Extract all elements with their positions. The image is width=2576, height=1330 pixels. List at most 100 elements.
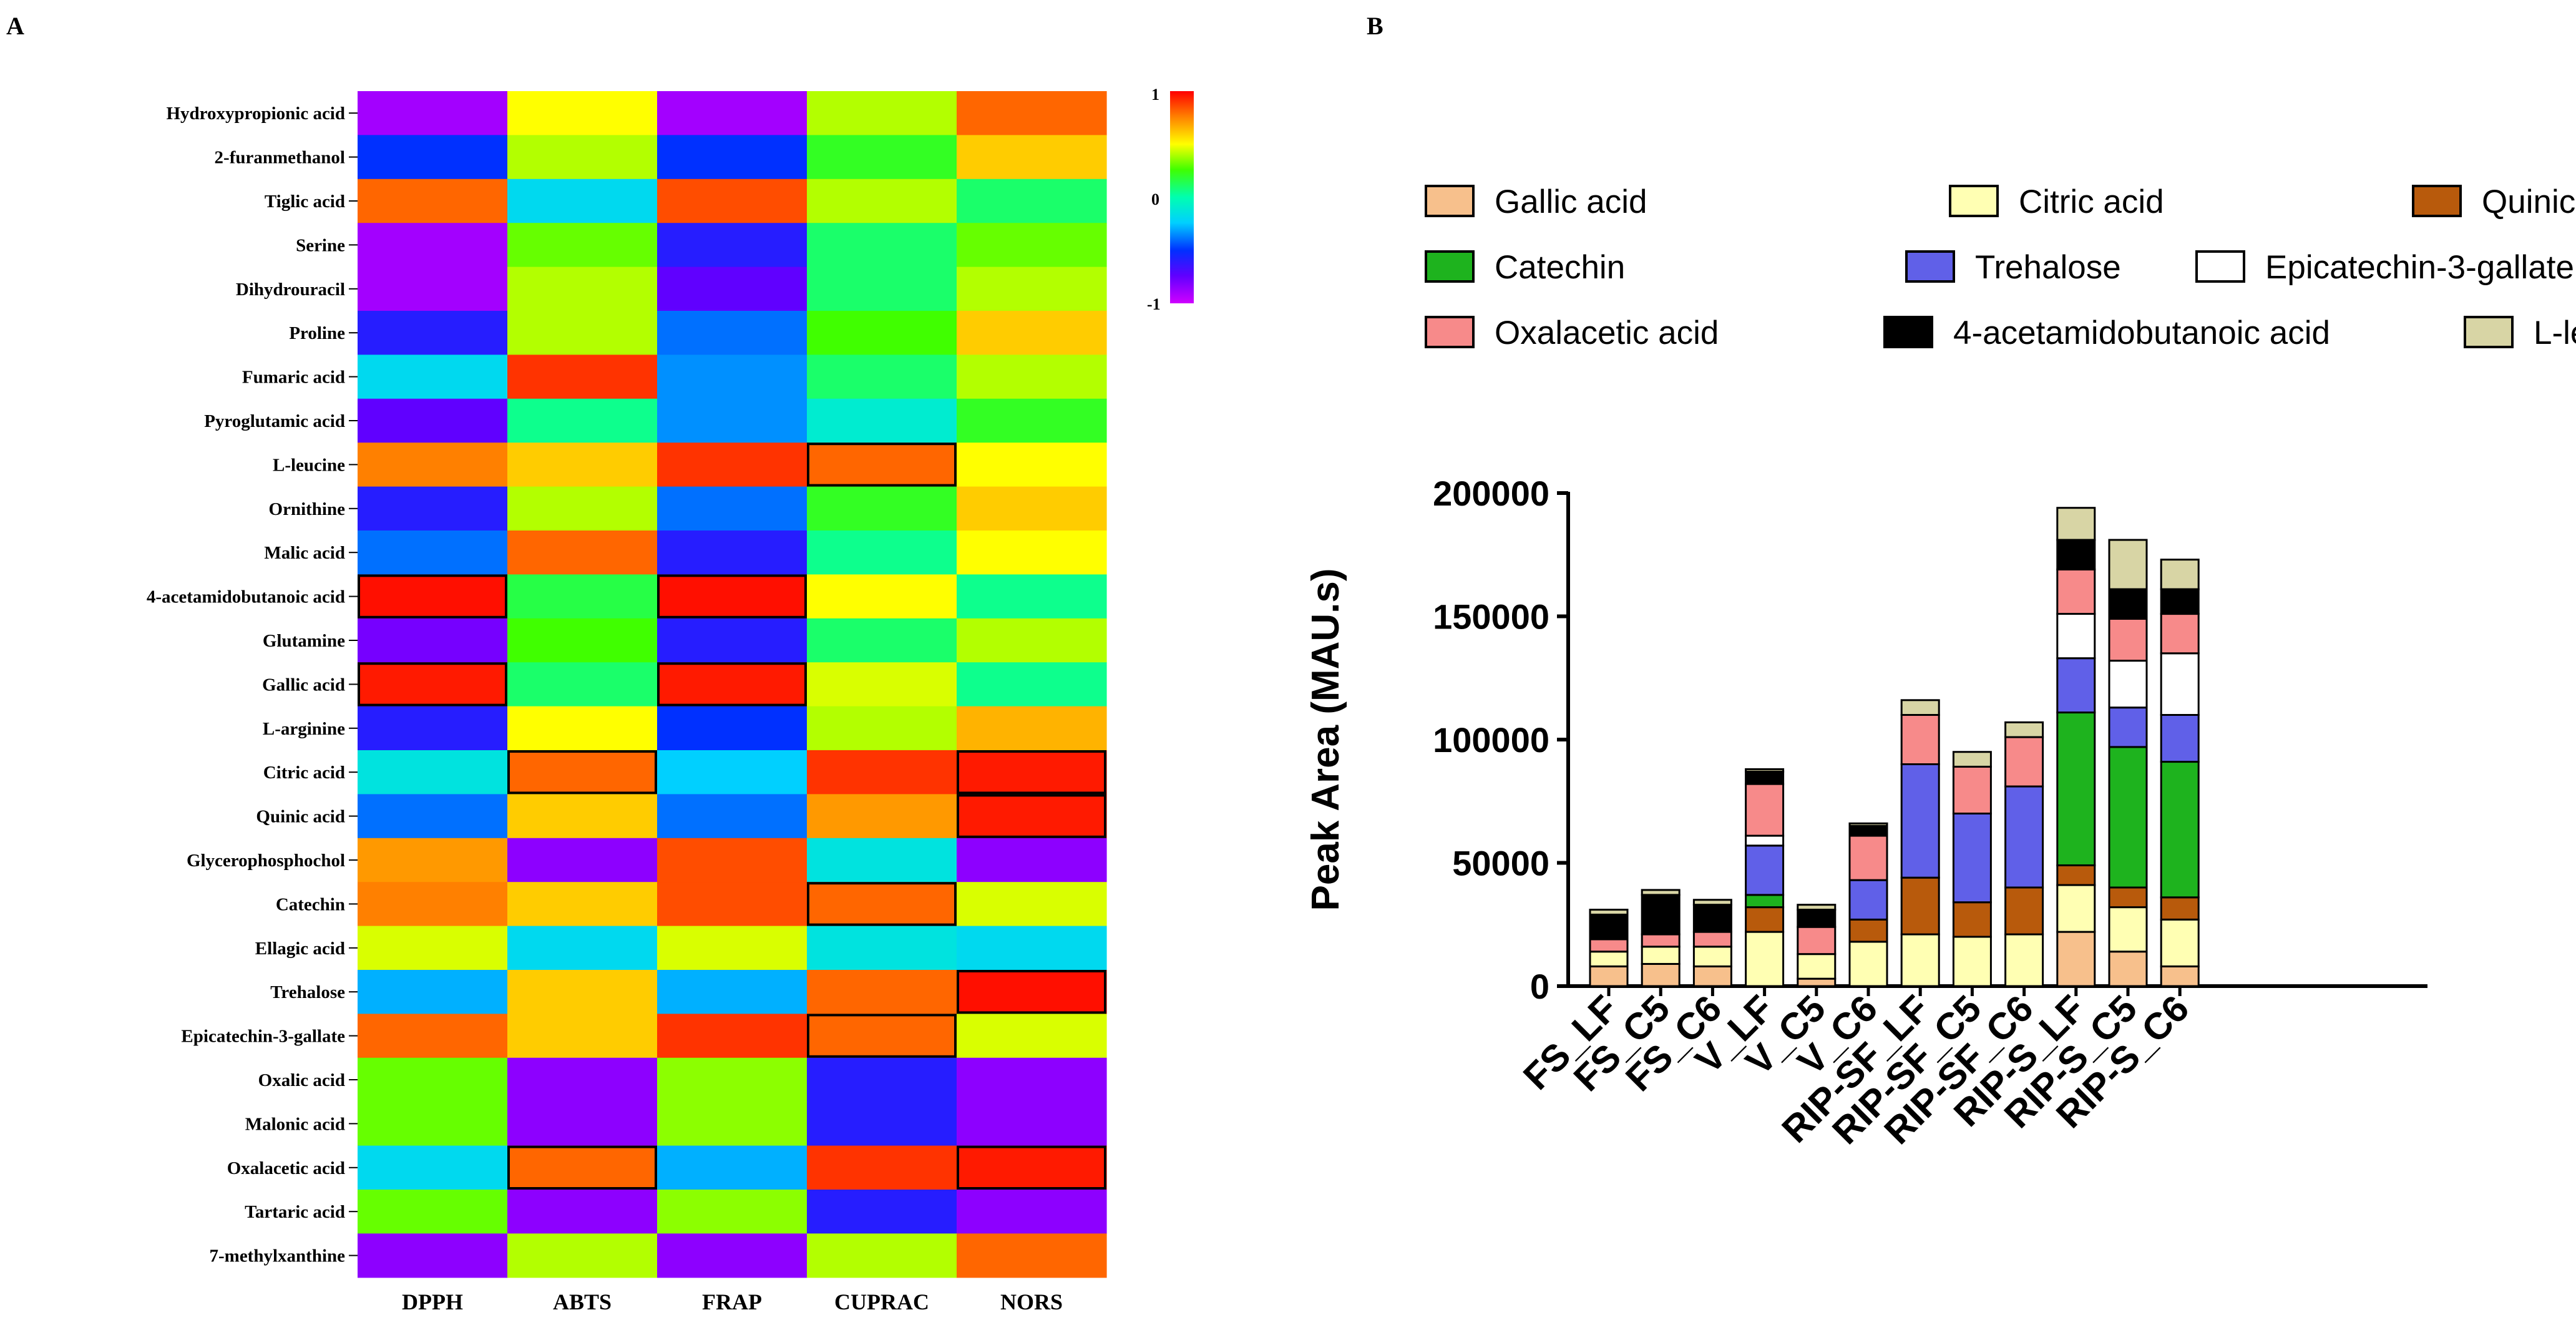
heatmap-highlights xyxy=(358,443,1106,1190)
bar-segment-l-leucine xyxy=(1745,768,1785,773)
row-label-proline: Proline xyxy=(289,323,345,343)
heatmap-cell xyxy=(807,398,957,443)
bar-segment-citric-acid xyxy=(1900,933,1940,987)
bar-segment-4-acetamidobutanoic-acid xyxy=(1641,894,1681,936)
heatmap-cell xyxy=(957,1145,1107,1190)
heatmap-cell xyxy=(657,970,807,1014)
heatmap-cell xyxy=(957,838,1107,883)
heatmap-cell xyxy=(657,706,807,751)
bar-segment-quinic-acid xyxy=(1848,918,1888,943)
row-label-7-methylxanthine: 7-methylxanthine xyxy=(210,1246,346,1266)
heatmap-cell xyxy=(807,1233,957,1278)
bar-segment-trehalose xyxy=(1952,813,1992,904)
bar-segment-4-acetamidobutanoic-acid xyxy=(1797,909,1837,928)
heatmap-cell xyxy=(807,662,957,707)
heatmap-cell xyxy=(657,882,807,927)
heatmap-column-labels: DPPH ABTS FRAP CUPRAC NORS xyxy=(402,1289,1063,1314)
heatmap-highlight-box xyxy=(807,443,957,487)
heatmap-cell xyxy=(807,443,957,487)
bar-segment-oxalacetic-acid xyxy=(1952,765,1992,814)
heatmap-row-labels: Hydroxypropionic acid 2-furanmethanol Tigl… xyxy=(147,104,358,1266)
heatmap-cell xyxy=(507,355,658,399)
heatmap-cell xyxy=(507,266,658,311)
heatmap-cell xyxy=(807,838,957,883)
heatmap-highlight-box xyxy=(957,970,1106,1014)
heatmap-cell xyxy=(957,91,1107,135)
heatmap-cell xyxy=(507,970,658,1014)
heatmap-cell xyxy=(657,531,807,575)
legend-label-catechin: Catechin xyxy=(1495,249,1625,286)
heatmap-cell xyxy=(358,178,508,223)
bar-segment-l-leucine xyxy=(1900,699,1940,716)
bar-segment-oxalacetic-acid xyxy=(2056,568,2096,615)
heatmap-cell xyxy=(507,706,658,751)
heatmap-cell xyxy=(358,1014,508,1059)
bar-segment-gallic-acid xyxy=(1641,962,1681,987)
heatmap-cell xyxy=(807,178,957,223)
legend-label-4-acetamidobutanoic-acid: 4-acetamidobutanoic acid xyxy=(1953,315,2330,351)
heatmap-cell xyxy=(957,266,1107,311)
heatmap-highlight-box xyxy=(807,882,957,926)
bar-segment-oxalacetic-acid xyxy=(1848,834,1888,881)
bar-segment-catechin xyxy=(2160,761,2200,899)
bar-segment-oxalacetic-acid xyxy=(2160,613,2200,655)
heatmap-cell xyxy=(957,1102,1107,1147)
heatmap-cell xyxy=(358,135,508,180)
heatmap-cell xyxy=(657,1014,807,1059)
heatmap-cell xyxy=(807,970,957,1014)
heatmap-cell xyxy=(807,1190,957,1234)
column-label-cuprac: CUPRAC xyxy=(834,1289,929,1314)
bar-segment-gallic-acid xyxy=(1797,977,1837,987)
legend-swatch-catechin xyxy=(1425,250,1475,283)
heatmap-cell xyxy=(358,486,508,531)
bar-segment-4-acetamidobutanoic-acid xyxy=(2160,588,2200,615)
heatmap-cell xyxy=(807,882,957,927)
bar-segment-l-leucine xyxy=(1848,822,1888,827)
heatmap-cell xyxy=(358,662,508,707)
y-tick-label: 200000 xyxy=(1433,474,1549,513)
row-label-fumaric-acid: Fumaric acid xyxy=(242,368,345,388)
heatmap-cell xyxy=(507,750,658,795)
row-label-malonic-acid: Malonic acid xyxy=(245,1114,345,1134)
column-label-nors: NORS xyxy=(1000,1289,1063,1314)
bar-segment-quinic-acid xyxy=(1952,901,1992,938)
bar-segment-oxalacetic-acid xyxy=(2108,617,2148,662)
stacked-bar-panel: Gallic acid Citric acid Quinic acid Catechi… xyxy=(1304,183,2576,1152)
heatmap-cell xyxy=(358,266,508,311)
heatmap-cell xyxy=(657,486,807,531)
row-label-quinic-acid: Quinic acid xyxy=(256,807,345,827)
heatmap-cell xyxy=(507,838,658,883)
heatmap-highlight-box xyxy=(507,1145,657,1190)
heatmap-cell xyxy=(957,1057,1107,1102)
heatmap-cell xyxy=(507,794,658,839)
legend-swatch-l-leucine xyxy=(2464,316,2514,348)
heatmap-cells xyxy=(358,91,1107,1278)
heatmap-panel: Hydroxypropionic acid 2-furanmethanol Tigl… xyxy=(147,86,1194,1314)
heatmap-highlight-box xyxy=(807,1014,957,1058)
heatmap-cell xyxy=(957,443,1107,487)
heatmap-cell xyxy=(507,1057,658,1102)
bar-segment-citric-acid xyxy=(1797,953,1837,980)
bar-segment-gallic-acid xyxy=(1589,965,1629,987)
bar-segment-citric-acid xyxy=(1692,946,1732,967)
y-tick-label: 50000 xyxy=(1452,844,1549,883)
heatmap-cell xyxy=(358,794,508,839)
bar-segment-citric-acid xyxy=(2056,884,2096,933)
heatmap-cell xyxy=(807,706,957,751)
legend-label-epicatechin-3-gallate: Epicatechin-3-gallate xyxy=(2265,249,2574,286)
chart-legend: Gallic acid Citric acid Quinic acid Catechi… xyxy=(1425,183,2576,351)
bar-segment-4-acetamidobutanoic-acid xyxy=(1692,904,1732,933)
chart-axes: 0 50000 100000 150000 200000 xyxy=(1433,474,2427,1006)
row-label-oxalic-acid: Oxalic acid xyxy=(258,1070,345,1090)
bar-segment-trehalose xyxy=(1900,763,1940,879)
bar-segment-quinic-acid xyxy=(2004,886,2044,936)
heatmap-cell xyxy=(507,398,658,443)
bar-segment-gallic-acid xyxy=(2108,951,2148,987)
row-label-serine: Serine xyxy=(296,235,345,255)
heatmap-highlight-box xyxy=(358,574,507,619)
heatmap-highlight-box xyxy=(957,750,1106,795)
bar-segment-quinic-acid xyxy=(2108,886,2148,909)
chart-bars xyxy=(1589,507,2200,987)
row-label-oxalacetic-acid: Oxalacetic acid xyxy=(227,1158,345,1178)
heatmap-cell xyxy=(507,1233,658,1278)
